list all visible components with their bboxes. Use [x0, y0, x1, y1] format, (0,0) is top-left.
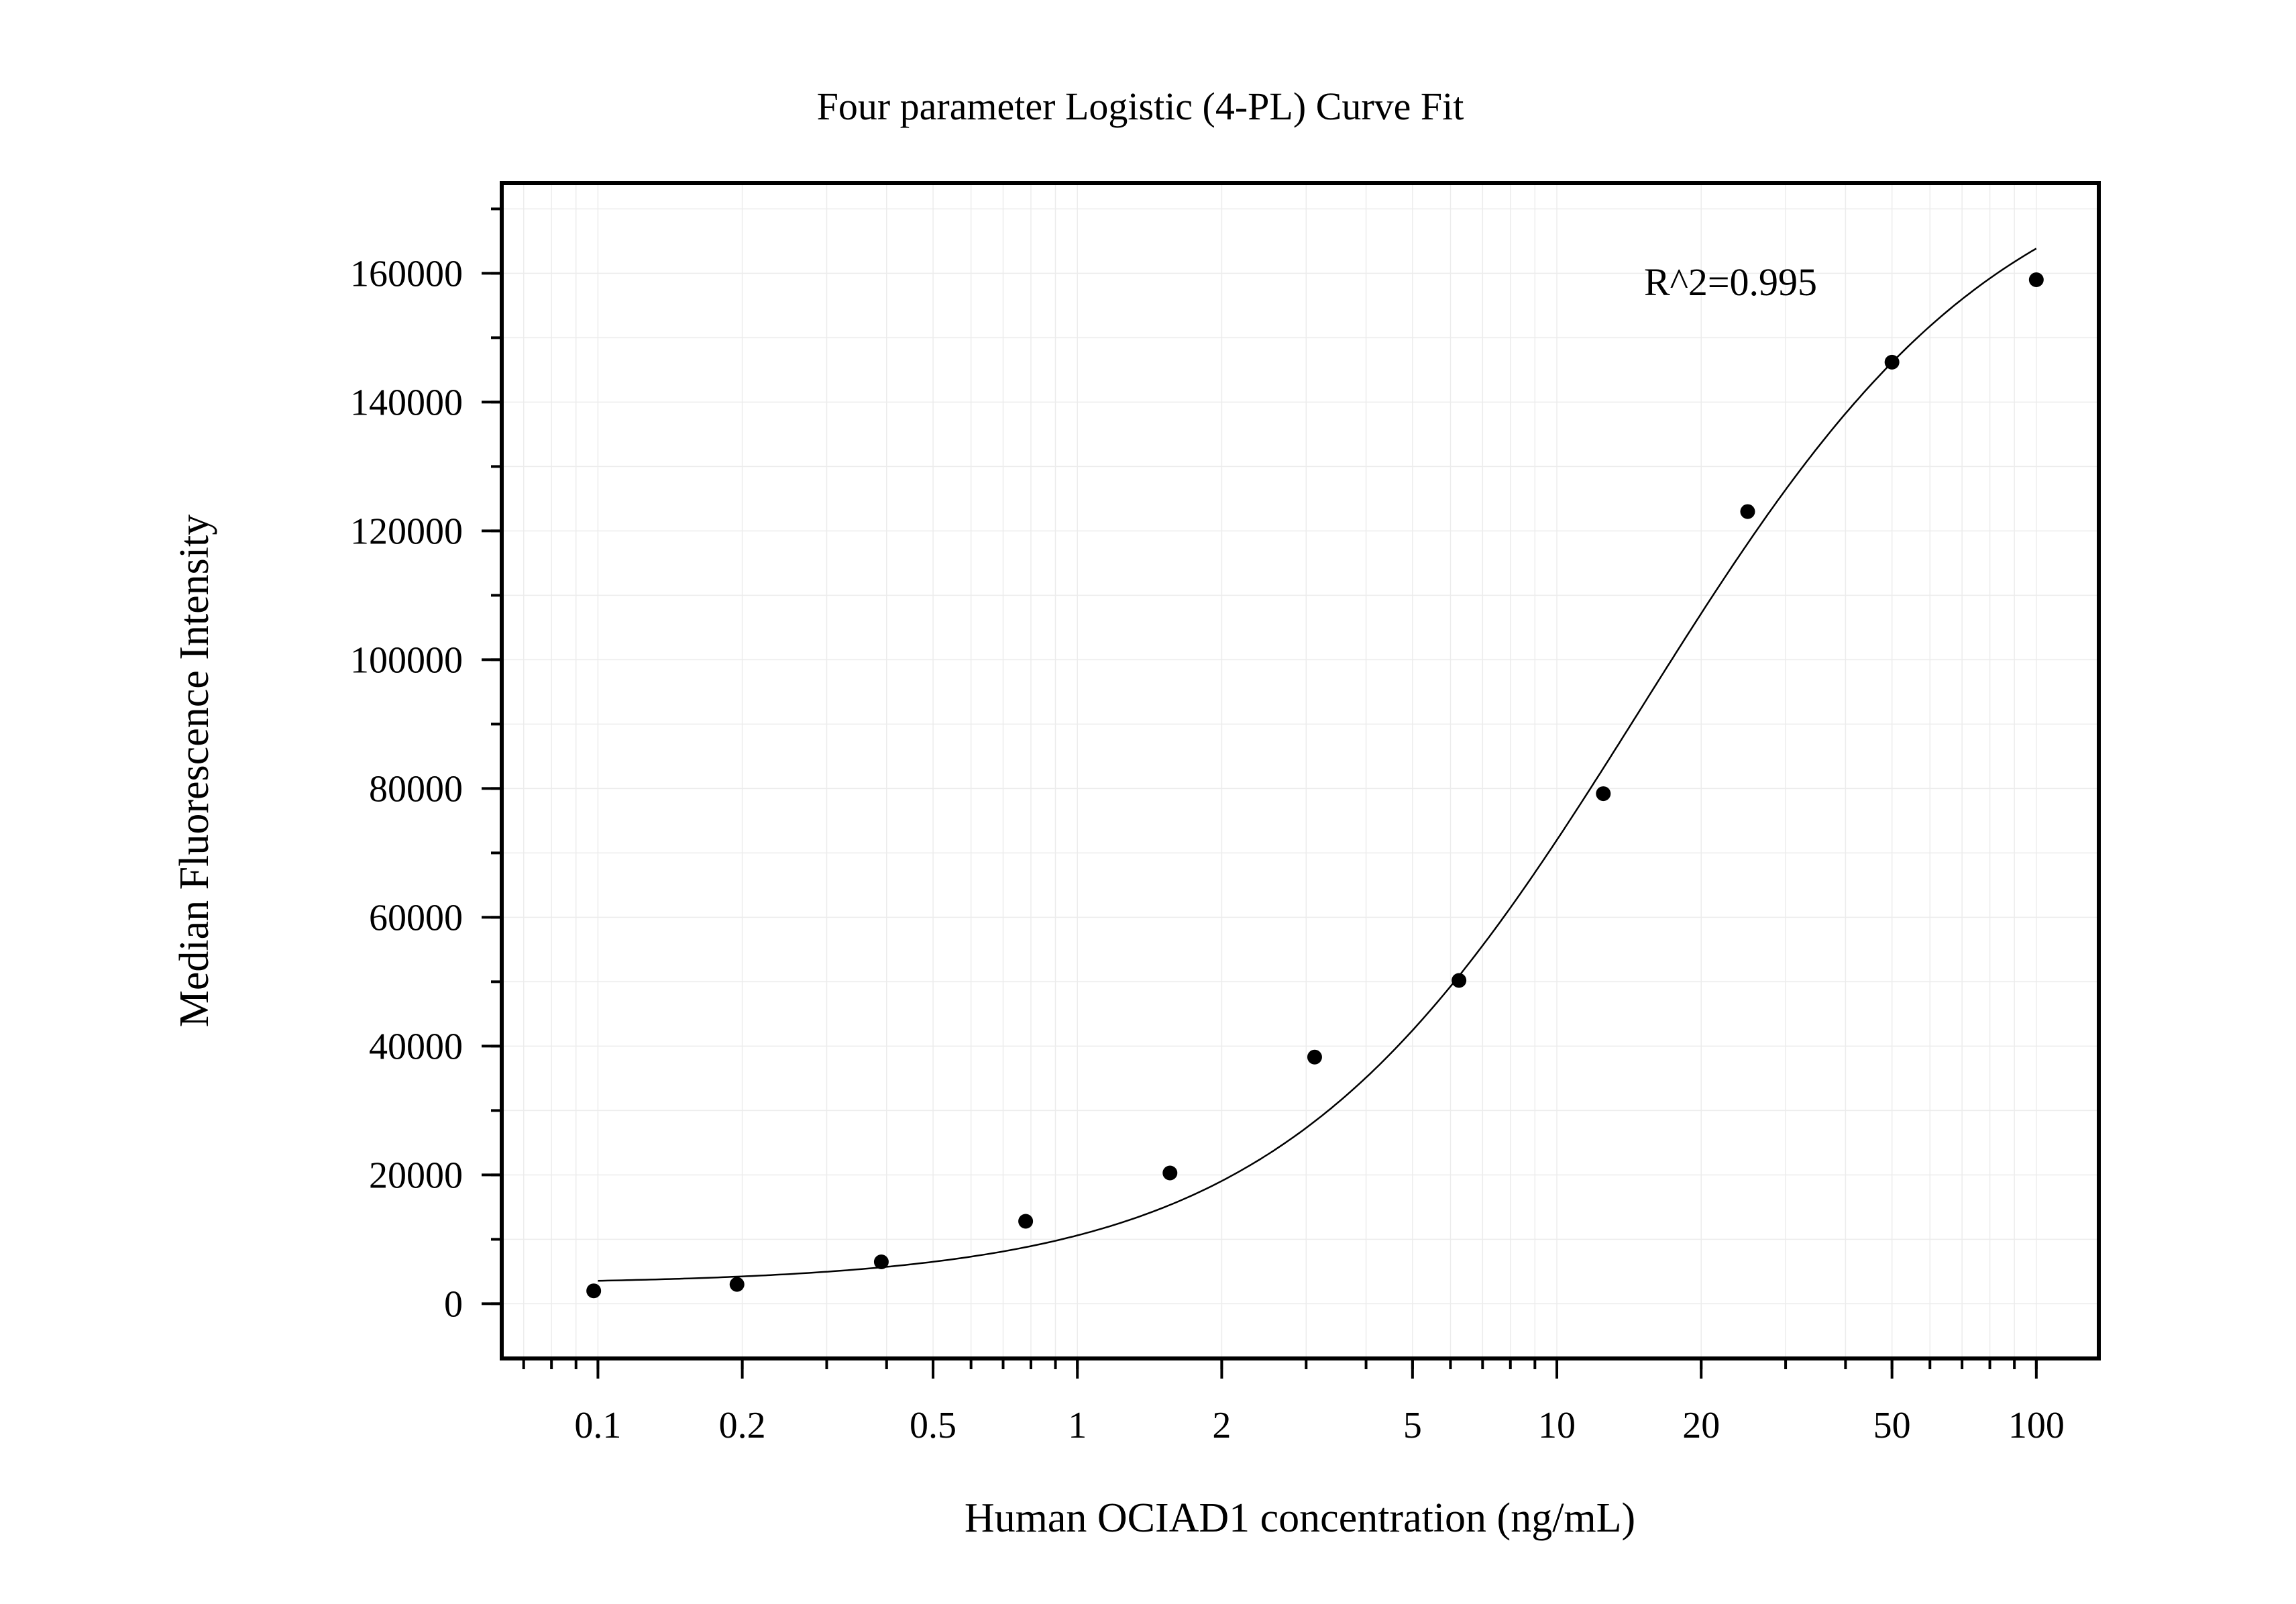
- x-tick-label: 20: [1682, 1405, 1720, 1446]
- points-layer: [586, 272, 2044, 1299]
- y-tick-label: 120000: [350, 511, 463, 552]
- y-axis-label: Median Fluorescence Intensity: [172, 515, 217, 1027]
- data-point: [729, 1277, 745, 1292]
- data-point: [1452, 973, 1467, 988]
- y-tick-label: 80000: [369, 768, 463, 810]
- x-axis-label: Human OCIAD1 concentration (ng/mL): [965, 1495, 1635, 1541]
- y-tick-label: 20000: [369, 1155, 463, 1196]
- x-tick-label: 2: [1212, 1405, 1231, 1446]
- x-tick-label: 10: [1538, 1405, 1576, 1446]
- annotation-r2: R^2=0.995: [1644, 260, 1817, 304]
- x-tick-label: 5: [1403, 1405, 1422, 1446]
- y-tick-label: 160000: [350, 253, 463, 295]
- y-tick-label: 40000: [369, 1026, 463, 1067]
- data-point: [1018, 1214, 1034, 1229]
- y-tick-label: 60000: [369, 897, 463, 939]
- data-point: [1307, 1049, 1322, 1065]
- y-tick-label: 100000: [350, 639, 463, 681]
- x-tick-label: 1: [1068, 1405, 1087, 1446]
- data-point: [1740, 504, 1755, 519]
- data-point: [1162, 1165, 1178, 1181]
- x-tick-label: 100: [2008, 1405, 2065, 1446]
- x-tick-label: 0.5: [910, 1405, 956, 1446]
- data-point: [586, 1283, 602, 1299]
- y-tick-label: 140000: [350, 382, 463, 423]
- data-point: [1596, 786, 1611, 802]
- grid-layer: [502, 183, 2099, 1358]
- y-tick-label: 0: [444, 1283, 463, 1325]
- x-tick-label: 50: [1873, 1405, 1911, 1446]
- data-point: [1884, 354, 1900, 370]
- chart-title: Four parameter Logistic (4-PL) Curve Fit: [817, 85, 1464, 128]
- fit-curve: [598, 248, 2037, 1282]
- ticks-layer: [482, 207, 2038, 1379]
- x-tick-label: 0.1: [574, 1405, 621, 1446]
- data-point: [873, 1254, 889, 1269]
- tick-labels-layer: 0.1 0.2 0.5 1 2 5 10 20 50 100 0 20000 40000 60000 800…: [350, 253, 2065, 1446]
- x-tick-label: 0.2: [719, 1405, 766, 1446]
- data-point: [2028, 272, 2044, 287]
- plot-frame: [500, 181, 2101, 1360]
